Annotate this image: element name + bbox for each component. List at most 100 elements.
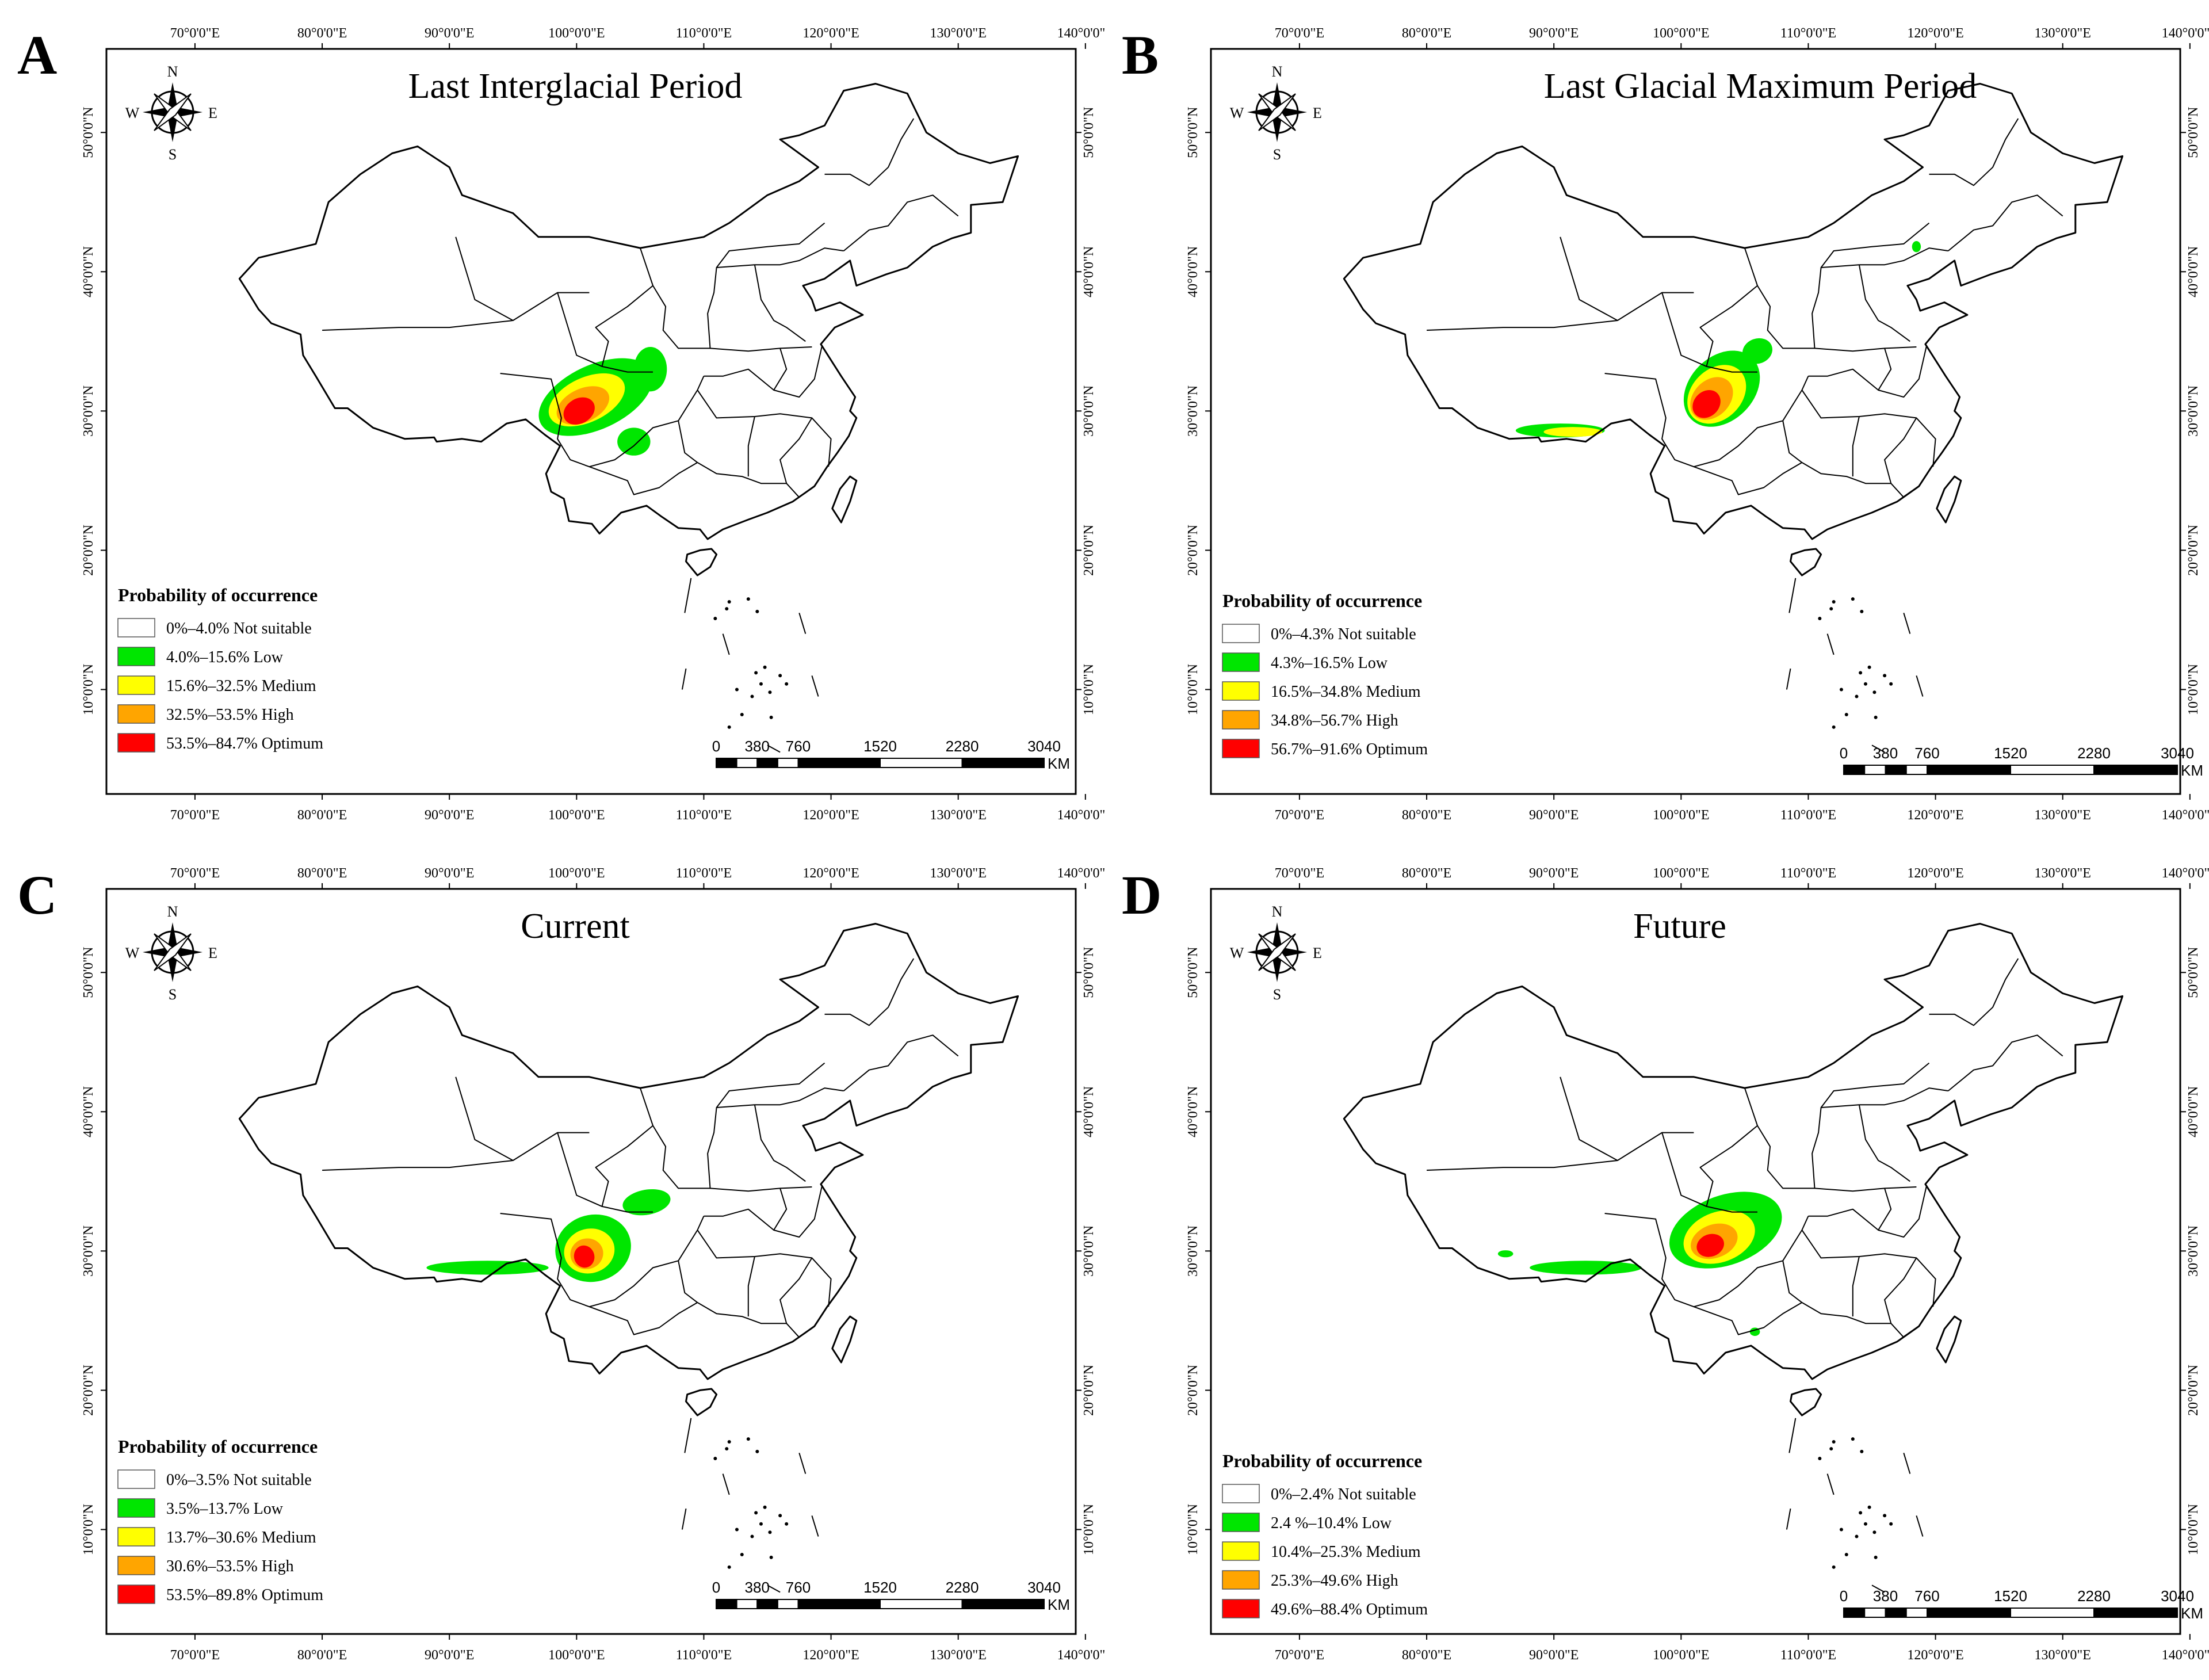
lat-tick-label-right: 30°0'0"N [2186, 385, 2201, 437]
lon-tick-label-top: 80°0'0"E [297, 866, 347, 881]
compass-w-label: W [125, 105, 140, 121]
suitability-low-area [1912, 241, 1921, 253]
scale-bar-segment [1905, 1608, 1928, 1618]
taiwan-island [831, 1315, 858, 1364]
nine-dash-segment [798, 613, 807, 634]
island-dot [1863, 1522, 1867, 1526]
nine-dash-segment [1786, 668, 1791, 690]
map-panel-a: 70°0'0"E 70°0'0"E 80°0'0"E 80°0'0"E 90°0'0"E… [0, 0, 1104, 840]
scale-bar-label: 0 [712, 1579, 720, 1596]
lon-tick-label-top: 90°0'0"E [1529, 26, 1579, 41]
island-dot [1859, 1511, 1863, 1515]
panel-letter: C [17, 864, 58, 926]
scale-bar-unit: KM [1048, 1596, 1070, 1613]
province-boundary [500, 1213, 705, 1308]
island-dot [727, 1440, 731, 1444]
lat-tick-label-left: 10°0'0"N [1186, 1504, 1201, 1555]
island-dot [755, 1449, 759, 1453]
lat-tick-label-left: 20°0'0"N [1186, 525, 1201, 576]
lon-tick-label-bottom: 70°0'0"E [1275, 1648, 1324, 1663]
map-title: Last Interglacial Period [408, 67, 743, 106]
legend-swatch [1222, 1541, 1260, 1561]
nine-dash-segment [1826, 1473, 1835, 1495]
suitability-optimum-area [1692, 390, 1721, 418]
lat-tick-label-right: 50°0'0"N [2186, 947, 2201, 998]
lat-tick-label-left: 10°0'0"N [81, 1504, 96, 1555]
lon-tick-label-top: 90°0'0"E [425, 866, 474, 881]
legend-swatch [1222, 1484, 1260, 1503]
province-boundary [1852, 1256, 1860, 1317]
scale-bar-unit: KM [1048, 755, 1070, 772]
province-boundary [1948, 1034, 2063, 1091]
compass-n-label: N [167, 63, 178, 80]
lon-tick-label-top: 140°0'0"E [2162, 866, 2209, 881]
lat-tick-label-left: 30°0'0"N [81, 385, 96, 437]
lat-tick-label-left: 30°0'0"N [1186, 385, 1201, 437]
scale-bar-unit: KM [2181, 762, 2203, 779]
scale-bar-segment [1927, 1608, 2011, 1618]
lon-tick-label-bottom: 90°0'0"E [425, 808, 474, 823]
nine-dash-segment [1871, 744, 1885, 753]
province-boundary [843, 1034, 959, 1091]
scale-bar-segment [2093, 1608, 2178, 1618]
province-boundary [589, 1302, 698, 1335]
province-boundary [779, 417, 813, 484]
legend-swatch [1222, 652, 1260, 672]
china-boundary [1343, 83, 2124, 540]
province-boundary [1801, 1230, 1936, 1307]
province-boundary [824, 958, 915, 1026]
scale-bar-label: 1520 [863, 1579, 897, 1596]
map-figure: 70°0'0"E 70°0'0"E 80°0'0"E 80°0'0"E 90°0'0"E… [1186, 26, 2209, 823]
panel-letter: A [17, 24, 58, 86]
island-dot [785, 1522, 789, 1526]
province-boundary [589, 462, 698, 495]
compass-s-label: S [1273, 986, 1281, 1003]
scale-bar-segment [1843, 1608, 1866, 1618]
lat-tick-label-left: 40°0'0"N [81, 246, 96, 297]
scale-bar-segment [961, 1599, 1045, 1609]
lon-tick-label-top: 140°0'0"E [1057, 866, 1104, 881]
lat-tick-label-right: 10°0'0"N [1081, 664, 1096, 715]
province-boundary [1820, 222, 1930, 268]
lon-tick-label-bottom: 120°0'0"E [1907, 808, 1963, 823]
panel-letter: B [1122, 24, 1159, 86]
scale-bar-segment [961, 758, 1045, 768]
legend-label: 2.4 %–10.4% Low [1271, 1514, 1392, 1532]
scale-bar-label: 2280 [946, 738, 979, 755]
legend-swatch [117, 733, 155, 753]
island-dot [768, 690, 772, 694]
province-boundary [707, 1087, 844, 1189]
suitability-areas [538, 347, 667, 456]
lon-tick-label-bottom: 70°0'0"E [1275, 808, 1324, 823]
lat-tick-label-left: 50°0'0"N [81, 947, 96, 998]
compass-s-label: S [1273, 146, 1281, 163]
scale-bar-label: 2280 [2077, 1587, 2111, 1605]
island-dot [1863, 682, 1867, 686]
island-dot [713, 1457, 717, 1461]
lat-tick-label-right: 50°0'0"N [1081, 947, 1096, 998]
province-boundary [1820, 1062, 1930, 1108]
island-dot [735, 1528, 739, 1532]
province-boundary [1604, 1213, 1809, 1308]
legend-swatch [1222, 624, 1260, 643]
taiwan-island [1936, 475, 1962, 524]
compass-rose: N S E W [1230, 63, 1322, 163]
nine-dash-segment [1916, 1515, 1924, 1537]
suitability-areas [1515, 241, 1921, 438]
island-dot [740, 713, 744, 717]
legend-label: 13.7%–30.6% Medium [166, 1529, 316, 1547]
compass-rose: N S E W [125, 63, 217, 163]
scale-bar-segment [2093, 765, 2178, 775]
lon-tick-label-top: 140°0'0"E [1057, 26, 1104, 41]
island-dot [750, 1534, 754, 1538]
suitability-low-area [617, 427, 651, 456]
island-dot [725, 607, 729, 611]
lat-tick-label-left: 50°0'0"N [1186, 947, 1201, 998]
island-dot [763, 665, 767, 669]
scale-bar-segment [1885, 765, 1907, 775]
island-dot [746, 1437, 750, 1441]
island-dot [1851, 597, 1855, 601]
lon-tick-label-top: 130°0'0"E [930, 26, 987, 41]
lon-tick-label-bottom: 140°0'0"E [1057, 1648, 1104, 1663]
